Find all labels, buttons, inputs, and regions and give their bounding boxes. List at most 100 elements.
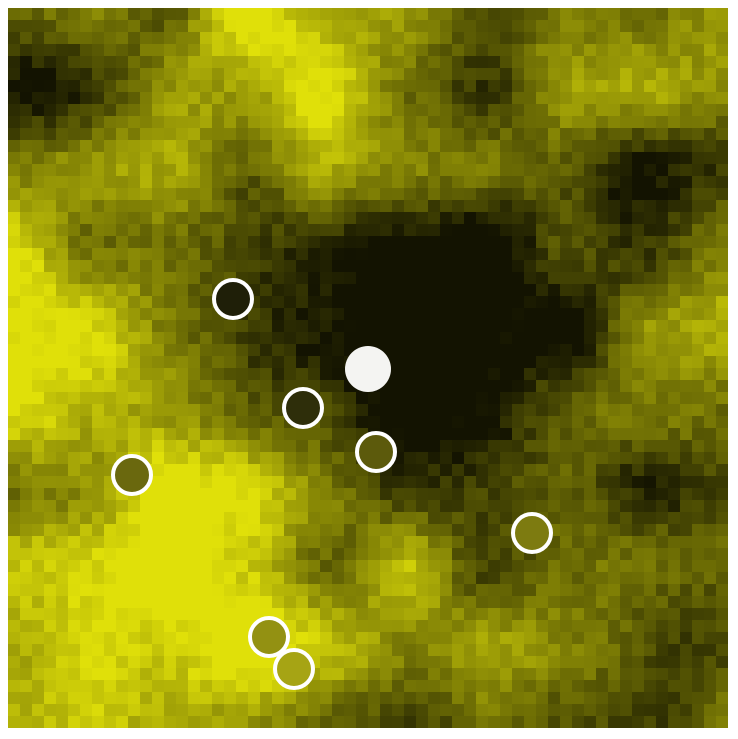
tile [668,224,680,236]
tile [404,92,416,104]
tile [248,164,260,176]
tile [656,572,668,584]
tile [512,56,524,68]
tile [260,368,272,380]
tile [284,32,296,44]
tile [140,572,152,584]
tile [356,8,368,20]
tile [260,284,272,296]
tile [548,692,560,704]
tile [176,80,188,92]
tile [92,512,104,524]
tile [8,716,20,728]
tile [404,236,416,248]
tile [116,284,128,296]
tile [404,380,416,392]
tile [560,380,572,392]
tile [80,572,92,584]
tile [584,8,596,20]
tile [320,164,332,176]
tile [584,308,596,320]
tile [332,92,344,104]
tile [680,296,692,308]
tile [20,524,32,536]
tile [620,284,632,296]
tile [452,584,464,596]
tile [236,248,248,260]
tile [356,224,368,236]
tile [176,236,188,248]
tile [320,680,332,692]
tile [380,668,392,680]
tile [248,416,260,428]
tile [332,560,344,572]
tile [716,632,728,644]
tile [128,8,140,20]
tile [584,56,596,68]
tile [584,104,596,116]
tile [440,248,452,260]
tile [224,404,236,416]
tile [692,152,704,164]
tile [308,620,320,632]
tile [284,560,296,572]
tile [212,368,224,380]
tile [320,344,332,356]
tile [632,452,644,464]
tile [284,212,296,224]
tile [20,128,32,140]
tile [140,224,152,236]
tile [572,404,584,416]
tile [152,560,164,572]
tile [200,680,212,692]
tile [176,632,188,644]
tile [104,584,116,596]
tile [500,308,512,320]
tile [476,68,488,80]
tile [620,248,632,260]
tile [332,332,344,344]
tile [464,716,476,728]
tile [512,416,524,428]
tile [500,584,512,596]
tile [248,428,260,440]
tile [152,476,164,488]
tile [392,152,404,164]
tile [140,44,152,56]
tile [428,116,440,128]
tile [536,500,548,512]
tile [356,488,368,500]
tile [464,332,476,344]
tile [488,44,500,56]
tile [272,440,284,452]
tile [440,620,452,632]
tile [308,152,320,164]
tile [464,560,476,572]
tile [632,80,644,92]
tile [44,56,56,68]
tile [488,440,500,452]
tile [548,620,560,632]
tile [584,536,596,548]
tile [56,428,68,440]
tile [368,596,380,608]
tile [92,32,104,44]
tile [392,596,404,608]
tile [308,704,320,716]
tile [476,572,488,584]
tile [212,704,224,716]
tile [260,320,272,332]
tile [632,608,644,620]
tile [644,284,656,296]
tile [272,596,284,608]
tile [308,500,320,512]
tile [212,164,224,176]
tile [584,332,596,344]
tile [56,296,68,308]
tile [632,20,644,32]
tile [20,32,32,44]
tile [464,344,476,356]
tile [440,92,452,104]
tile [212,212,224,224]
tile [428,692,440,704]
